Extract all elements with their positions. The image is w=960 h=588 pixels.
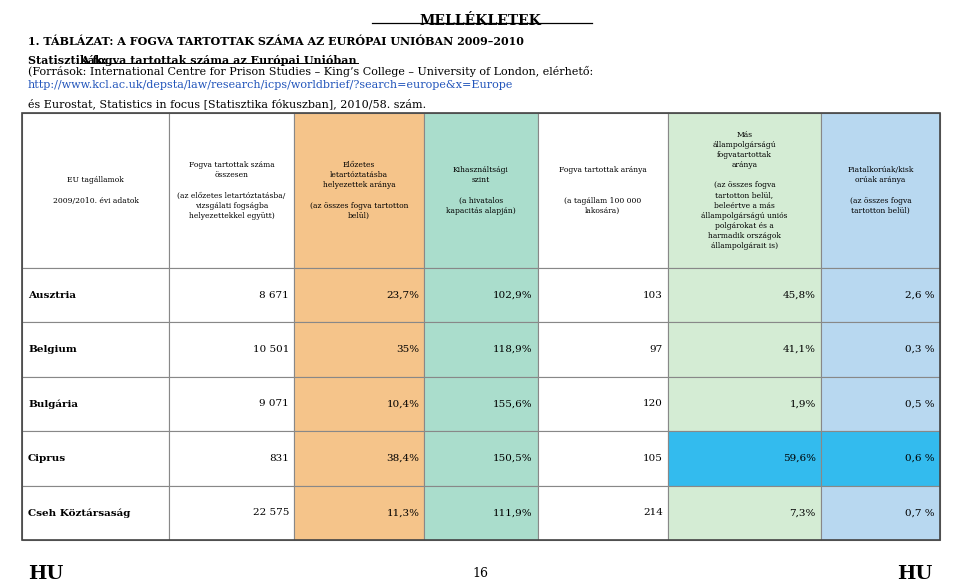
Text: Ciprus: Ciprus xyxy=(28,454,66,463)
Bar xyxy=(294,377,424,431)
Text: 38,4%: 38,4% xyxy=(386,454,420,463)
Bar xyxy=(821,322,940,377)
Bar xyxy=(22,113,169,268)
Text: 111,9%: 111,9% xyxy=(493,508,533,517)
Text: (Források: International Centre for Prison Studies – King’s College – University: (Források: International Centre for Pris… xyxy=(28,66,593,77)
Text: Fogva tartottak aránya


(a tagállam 100 000
lakosára): Fogva tartottak aránya (a tagállam 100 0… xyxy=(559,166,647,215)
Text: 1,9%: 1,9% xyxy=(790,399,816,409)
Text: 0,7 %: 0,7 % xyxy=(905,508,935,517)
Text: 10 501: 10 501 xyxy=(252,345,289,354)
Text: 103: 103 xyxy=(643,290,663,300)
Text: 41,1%: 41,1% xyxy=(783,345,816,354)
Text: 97: 97 xyxy=(650,345,663,354)
Text: Előzetes
letartóztatásba
helyezettek aránya

(az összes fogva tartotton
belül): Előzetes letartóztatásba helyezettek ará… xyxy=(310,161,408,220)
Bar xyxy=(294,322,424,377)
Text: 155,6%: 155,6% xyxy=(493,399,533,409)
Text: HU: HU xyxy=(28,565,63,583)
Bar xyxy=(169,486,294,540)
Bar xyxy=(294,268,424,322)
Text: 45,8%: 45,8% xyxy=(783,290,816,300)
Bar xyxy=(424,322,538,377)
Text: Kihasználtsági
szint

(a hivatalos
kapacitás alapján): Kihasználtsági szint (a hivatalos kapaci… xyxy=(446,166,516,215)
Text: 831: 831 xyxy=(269,454,289,463)
Text: HU: HU xyxy=(897,565,932,583)
Bar xyxy=(821,113,940,268)
Text: Ausztria: Ausztria xyxy=(28,290,76,300)
Bar xyxy=(294,486,424,540)
Bar xyxy=(294,431,424,486)
Bar xyxy=(538,322,668,377)
Bar xyxy=(821,486,940,540)
Text: A fogva tartottak száma az Európai Unióban: A fogva tartottak száma az Európai Uniób… xyxy=(80,55,356,66)
Text: 16: 16 xyxy=(472,567,488,580)
Bar xyxy=(169,322,294,377)
Bar xyxy=(668,377,821,431)
Bar xyxy=(22,268,169,322)
Bar xyxy=(821,377,940,431)
Text: 8 671: 8 671 xyxy=(259,290,289,300)
Bar xyxy=(668,268,821,322)
Bar xyxy=(821,431,940,486)
Text: Cseh Köztársaság: Cseh Köztársaság xyxy=(28,508,131,517)
Text: Más
állampolgárságú
fogvatartottak
aránya

(az összes fogva
tartotton belül,
bel: Más állampolgárságú fogvatartottak arány… xyxy=(701,131,788,250)
Text: 120: 120 xyxy=(643,399,663,409)
Bar xyxy=(424,431,538,486)
Bar xyxy=(668,113,821,268)
Text: Statisztikák:: Statisztikák: xyxy=(28,55,110,66)
Bar xyxy=(169,377,294,431)
Text: EU tagállamok

2009/2010. évi adatok: EU tagállamok 2009/2010. évi adatok xyxy=(53,176,138,205)
Bar xyxy=(538,431,668,486)
Text: 11,3%: 11,3% xyxy=(386,508,420,517)
Text: Bulgária: Bulgária xyxy=(28,399,78,409)
Bar xyxy=(424,486,538,540)
Bar xyxy=(668,431,821,486)
Text: Fiatalkorúak/kisk
orúak aránya

(az összes fogva
tartotton belül): Fiatalkorúak/kisk orúak aránya (az össze… xyxy=(848,166,914,215)
Text: Fogva tartottak száma
összesen

(az előzetes letartóztatásba/
vizsgálati fogságb: Fogva tartottak száma összesen (az előze… xyxy=(178,161,286,220)
Bar xyxy=(169,431,294,486)
Text: 22 575: 22 575 xyxy=(252,508,289,517)
Bar xyxy=(22,431,169,486)
Bar xyxy=(538,486,668,540)
Text: 214: 214 xyxy=(643,508,663,517)
Text: MELLÉKLETEK: MELLÉKLETEK xyxy=(420,14,540,28)
Text: 118,9%: 118,9% xyxy=(493,345,533,354)
Bar xyxy=(22,113,940,540)
Bar xyxy=(538,268,668,322)
Bar xyxy=(169,113,294,268)
Text: 35%: 35% xyxy=(396,345,420,354)
Text: 9 071: 9 071 xyxy=(259,399,289,409)
Text: 150,5%: 150,5% xyxy=(493,454,533,463)
Text: 1. TÁBLÁZAT: A FOGVA TARTOTTAK SZÁMA AZ EURÓPAI UNIÓBAN 2009–2010: 1. TÁBLÁZAT: A FOGVA TARTOTTAK SZÁMA AZ … xyxy=(28,36,524,47)
Text: 2,6 %: 2,6 % xyxy=(905,290,935,300)
Text: 0,5 %: 0,5 % xyxy=(905,399,935,409)
Bar xyxy=(169,268,294,322)
Bar xyxy=(424,113,538,268)
Bar xyxy=(22,486,169,540)
Text: 105: 105 xyxy=(643,454,663,463)
Bar xyxy=(22,322,169,377)
Text: 7,3%: 7,3% xyxy=(790,508,816,517)
Text: http://www.kcl.ac.uk/depsta/law/research/icps/worldbrief/?search=europe&x=Europe: http://www.kcl.ac.uk/depsta/law/research… xyxy=(28,80,514,90)
Bar xyxy=(821,268,940,322)
Text: 102,9%: 102,9% xyxy=(493,290,533,300)
Text: 0,6 %: 0,6 % xyxy=(905,454,935,463)
Bar xyxy=(668,322,821,377)
Bar xyxy=(22,377,169,431)
Text: 0,3 %: 0,3 % xyxy=(905,345,935,354)
Text: és Eurostat, Statistics in focus [Statisztika fókuszban], 2010/58. szám.: és Eurostat, Statistics in focus [Statis… xyxy=(28,98,426,109)
Bar xyxy=(538,377,668,431)
Bar xyxy=(538,113,668,268)
Text: 23,7%: 23,7% xyxy=(386,290,420,300)
Text: Belgium: Belgium xyxy=(28,345,77,354)
Text: 10,4%: 10,4% xyxy=(386,399,420,409)
Bar xyxy=(424,268,538,322)
Bar xyxy=(668,486,821,540)
Bar xyxy=(424,377,538,431)
Text: 59,6%: 59,6% xyxy=(783,454,816,463)
Bar xyxy=(294,113,424,268)
